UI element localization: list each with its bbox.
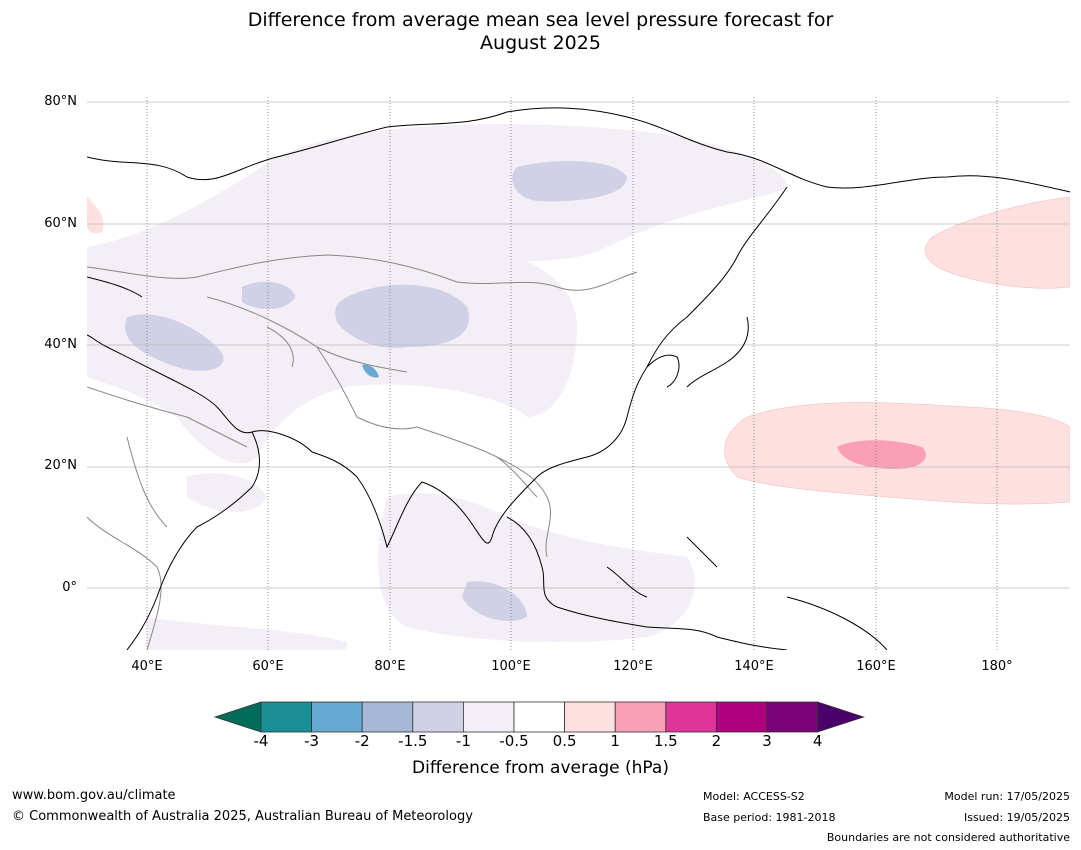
colorbar-segment	[513, 701, 565, 733]
colorbar-tick-label: -3	[304, 732, 320, 750]
colorbar-tick-label: -2	[354, 732, 370, 750]
title-line-1: Difference from average mean sea level p…	[247, 9, 834, 31]
colorbar-tick-label: -4	[253, 732, 269, 750]
lon-label-140e: 140°E	[734, 659, 774, 674]
colorbar-extend-high	[817, 701, 865, 733]
colorbar-tick-label: 3	[762, 732, 772, 750]
colorbar-tick-label: 1	[610, 732, 620, 750]
coastlines	[87, 107, 1070, 650]
map-title: Difference from average mean sea level p…	[0, 9, 1081, 55]
model-name: Model: ACCESS-S2	[703, 790, 805, 803]
lon-label-120e: 120°E	[613, 659, 653, 674]
lat-label-60n: 60°N	[44, 216, 77, 231]
issued-date: Issued: 19/05/2025	[963, 811, 1070, 824]
colorbar-segment	[260, 701, 312, 733]
colorbar-label: Difference from average (hPa)	[412, 758, 669, 778]
lat-label-80n: 80°N	[44, 94, 77, 109]
lon-label-180: 180°	[981, 659, 1013, 674]
graticule	[87, 101, 1070, 589]
copyright-notice: © Commonwealth of Australia 2025, Austra…	[12, 809, 473, 824]
colorbar-tick-label: 4	[812, 732, 823, 750]
meridians	[146, 97, 998, 650]
lon-label-100e: 100°E	[491, 659, 531, 674]
colorbar-segment	[462, 701, 515, 733]
colorbar-segment	[564, 701, 616, 733]
model-run-date: Model run: 17/05/2025	[944, 790, 1070, 803]
colorbar-segment	[766, 701, 818, 733]
lon-label-60e: 60°E	[252, 659, 284, 674]
colorbar-segment	[665, 701, 717, 733]
colorbar-tick-label: 1.5	[653, 732, 678, 750]
colorbar-segment	[412, 701, 464, 733]
colorbar-extend-low	[213, 701, 262, 733]
boundaries-disclaimer: Boundaries are not considered authoritat…	[826, 831, 1070, 844]
colorbar-segment	[614, 701, 667, 733]
colorbar	[213, 701, 865, 733]
pressure-anomaly-map	[87, 97, 1070, 650]
lat-label-20n: 20°N	[44, 458, 77, 473]
colorbar-tick-label: 2	[711, 732, 722, 750]
base-period: Base period: 1981-2018	[703, 811, 836, 824]
lat-label-40n: 40°N	[44, 337, 77, 352]
title-line-2: August 2025	[480, 32, 601, 54]
lat-label-0: 0°	[62, 580, 77, 595]
lon-label-80e: 80°E	[374, 659, 406, 674]
negative-anomaly-shading	[87, 124, 787, 650]
lon-label-40e: 40°E	[131, 659, 163, 674]
lon-label-160e: 160°E	[856, 659, 896, 674]
colorbar-segment	[311, 701, 363, 733]
colorbar-segment	[361, 701, 414, 733]
website-link[interactable]: www.bom.gov.au/climate	[12, 788, 176, 803]
country-boundaries	[87, 254, 638, 650]
colorbar-segment	[715, 701, 768, 733]
colorbar-tick-label: -1.5	[398, 732, 428, 750]
positive-anomaly-shading	[87, 196, 1070, 505]
colorbar-tick-label: -1	[455, 732, 471, 750]
colorbar-tick-label: -0.5	[499, 732, 529, 750]
colorbar-tick-label: 0.5	[552, 732, 577, 750]
